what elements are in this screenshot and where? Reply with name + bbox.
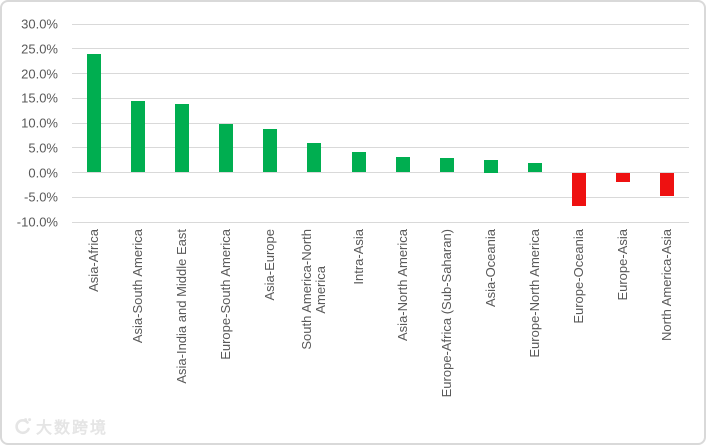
dashu-logo-icon xyxy=(15,418,32,434)
y-tick-label: 30.0% xyxy=(21,16,58,32)
y-tick-label: -10.0% xyxy=(16,214,58,230)
bar-cell xyxy=(248,24,292,222)
x-category-cell: Asia-Europe xyxy=(248,229,292,435)
gridline xyxy=(72,221,689,223)
y-axis: 30.0% 25.0% 20.0% 15.0% 10.0% 5.0% 0.0% -5.0% -1… xyxy=(2,17,64,230)
x-category-label: Intra-Asia xyxy=(350,229,366,285)
bar-cell xyxy=(645,24,689,222)
x-category-label: Europe-Africa (Sub-Saharan) xyxy=(438,229,454,398)
bar-8 xyxy=(395,157,410,173)
bar-cell xyxy=(557,24,601,222)
x-category-label: Europe-North America xyxy=(526,229,542,358)
bar-11 xyxy=(527,163,542,173)
bar-6 xyxy=(307,143,322,173)
x-category-label: Europe-Asia xyxy=(614,229,630,301)
bar-cell xyxy=(116,24,160,222)
gridline xyxy=(72,196,689,198)
x-category-label: Europe-Oceania xyxy=(570,229,586,324)
x-category-cell: South America-North America xyxy=(292,229,336,435)
x-category-label: Asia-India and Middle East xyxy=(174,229,190,384)
x-category-label: North America-Asia xyxy=(659,229,675,341)
x-category-label: Asia-Africa xyxy=(86,229,102,292)
bar-cell xyxy=(72,24,116,222)
y-tick-label: 0.0% xyxy=(28,165,58,180)
gridline xyxy=(72,147,689,149)
bar-cell xyxy=(425,24,469,222)
x-category-label: Asia-North America xyxy=(394,229,410,341)
bar-cell xyxy=(204,24,248,222)
x-category-cell: Asia-North America xyxy=(381,229,425,435)
x-category-cell: Europe-Africa (Sub-Saharan) xyxy=(425,229,469,435)
y-tick-label: -5.0% xyxy=(24,189,58,205)
x-category-label: Europe-South America xyxy=(218,229,234,360)
bar-cell xyxy=(381,24,425,222)
bar-cell xyxy=(513,24,557,222)
bar-9 xyxy=(439,158,454,173)
x-category-cell: Asia-Oceania xyxy=(469,229,513,435)
x-category-cell: Intra-Asia xyxy=(336,229,380,435)
x-category-cell: Europe-North America xyxy=(513,229,557,435)
x-category-cell: Asia-Africa xyxy=(72,229,116,435)
bar-cell xyxy=(469,24,513,222)
bar-cell xyxy=(292,24,336,222)
plot-area xyxy=(72,23,689,223)
bar-1 xyxy=(87,54,102,173)
bar-cell xyxy=(601,24,645,222)
bar-3 xyxy=(175,103,190,173)
x-category-cell: Europe-South America xyxy=(204,229,248,435)
bar-2 xyxy=(131,100,146,173)
bar-4 xyxy=(219,124,234,173)
y-tick-label: 20.0% xyxy=(21,66,58,81)
x-axis: Asia-Africa Asia-South America Asia-India … xyxy=(72,229,689,435)
watermark: 大数跨境 xyxy=(12,414,108,438)
gridline xyxy=(72,48,689,50)
gridline xyxy=(72,23,689,25)
bar-cell xyxy=(336,24,380,222)
y-tick-label: 5.0% xyxy=(28,140,58,156)
bar-series xyxy=(72,24,689,222)
gridline xyxy=(72,97,689,99)
x-category-cell: Asia-South America xyxy=(116,229,160,435)
bar-7 xyxy=(351,152,366,173)
gridline xyxy=(72,73,689,74)
gridline xyxy=(72,122,689,124)
gridline xyxy=(72,172,689,173)
x-category-label: South America-North America xyxy=(299,229,329,350)
x-category-cell: Europe-Oceania xyxy=(557,229,601,435)
bar-12 xyxy=(571,172,586,207)
bar-14 xyxy=(660,172,675,197)
x-category-label: Asia-South America xyxy=(130,229,146,344)
x-category-cell: Europe-Asia xyxy=(601,229,645,435)
bar-10 xyxy=(483,160,498,173)
bar-5 xyxy=(263,128,278,173)
x-category-label: Asia-Oceania xyxy=(482,229,498,308)
y-tick-label: 15.0% xyxy=(21,90,58,106)
watermark-text: 大数跨境 xyxy=(36,420,109,437)
x-category-cell: Asia-India and Middle East xyxy=(160,229,204,435)
x-category-cell: North America-Asia xyxy=(645,229,689,435)
y-tick-label: 10.0% xyxy=(21,115,58,131)
bar-13 xyxy=(615,172,630,183)
y-tick-label: 25.0% xyxy=(21,41,58,57)
x-category-label: Asia-Europe xyxy=(262,229,278,301)
bar-cell xyxy=(160,24,204,222)
